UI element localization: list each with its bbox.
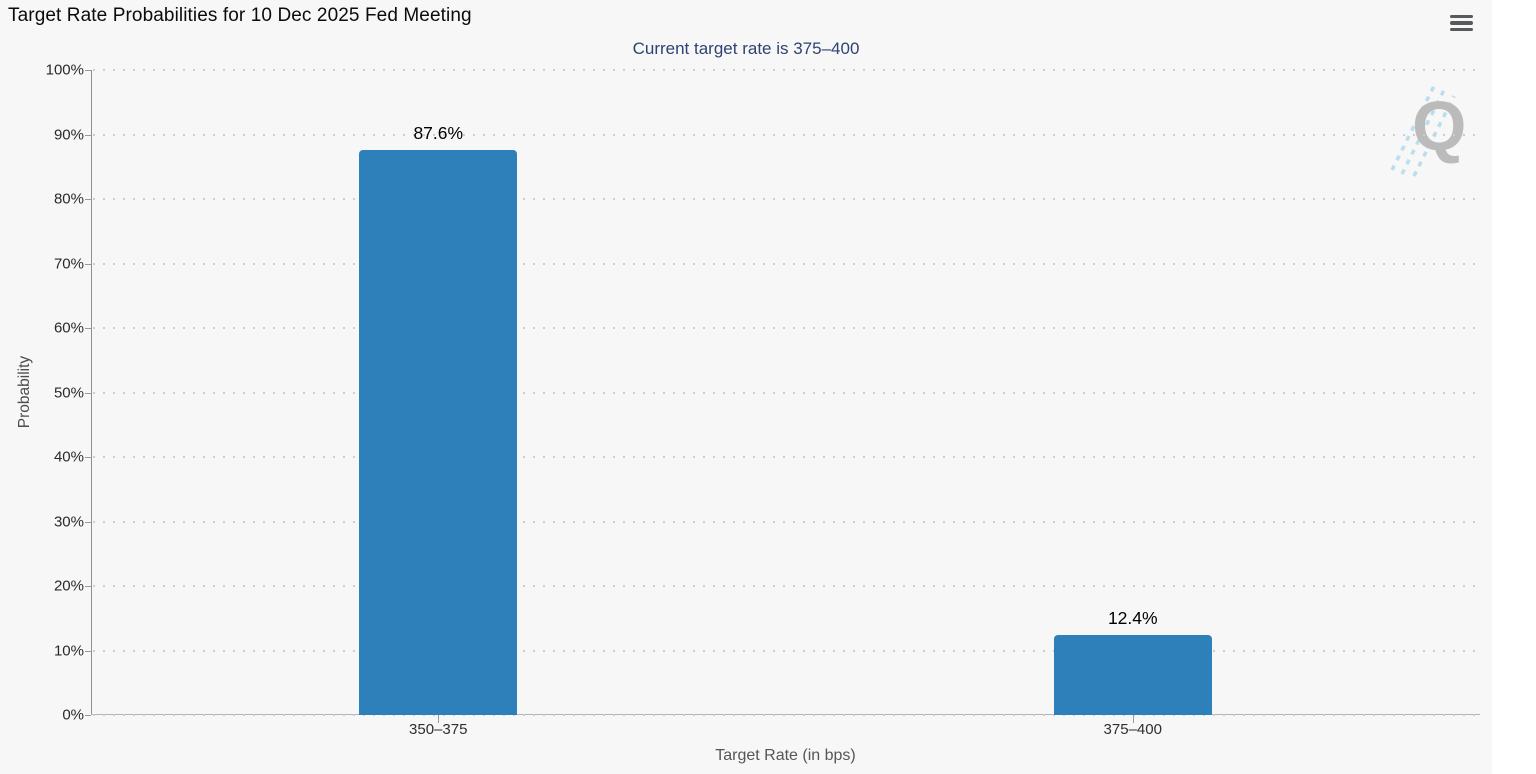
hamburger-icon bbox=[1450, 14, 1473, 19]
y-tick-label: 60% bbox=[53, 319, 84, 337]
gridline bbox=[93, 391, 1480, 394]
y-tick-label: 40% bbox=[53, 448, 84, 466]
gridline bbox=[93, 327, 1480, 329]
gridline bbox=[93, 198, 1480, 200]
y-tick-label: 50% bbox=[53, 384, 84, 401]
y-axis-line bbox=[91, 70, 92, 715]
y-tick-label: 0% bbox=[62, 706, 84, 724]
y-tick-label: 100% bbox=[45, 61, 84, 79]
gridline bbox=[93, 262, 1480, 265]
bar-value-label: 12.4% bbox=[1107, 608, 1158, 629]
y-axis-tick bbox=[85, 328, 91, 329]
chart-subtitle: Current target rate is 375–400 bbox=[632, 39, 860, 58]
plot-area: 0% 10% 20% 30% 40% 50% 60% 70% 80% 90% 100% 87.6% 35… bbox=[46, 62, 1480, 738]
bar-value-label: 87.6% bbox=[413, 122, 464, 143]
gridline bbox=[93, 133, 1480, 136]
y-tick-label: 20% bbox=[53, 577, 84, 595]
probability-bar-350–375[interactable] bbox=[359, 149, 518, 715]
x-axis-title: Target Rate (in bps) bbox=[715, 747, 856, 764]
y-axis-tick bbox=[85, 70, 91, 71]
y-axis-tick bbox=[85, 586, 91, 587]
gridline bbox=[93, 520, 1480, 523]
y-axis-tick bbox=[85, 715, 91, 716]
gridline bbox=[93, 714, 1480, 716]
x-axis-tick bbox=[1132, 715, 1134, 723]
hamburger-icon bbox=[1450, 21, 1473, 25]
gridline bbox=[93, 456, 1480, 458]
y-axis-tick bbox=[85, 263, 91, 265]
y-tick-label: 30% bbox=[53, 513, 84, 530]
y-tick-label: 70% bbox=[53, 255, 84, 272]
x-category-label: 350–375 bbox=[409, 721, 468, 738]
y-axis-tick bbox=[85, 521, 91, 523]
x-axis-tick bbox=[438, 715, 440, 723]
gridline bbox=[93, 69, 1480, 71]
x-category-label: 375–400 bbox=[1103, 721, 1162, 738]
chart-menu-button[interactable] bbox=[1447, 10, 1477, 36]
y-axis-tick bbox=[85, 199, 91, 200]
y-tick-label: 10% bbox=[53, 642, 84, 659]
gridline bbox=[93, 649, 1480, 652]
chart-title: Target Rate Probabilities for 10 Dec 202… bbox=[8, 5, 472, 26]
y-tick-label: 80% bbox=[53, 190, 84, 208]
right-margin bbox=[1492, 0, 1536, 774]
y-axis-tick bbox=[85, 134, 91, 136]
hamburger-icon bbox=[1450, 27, 1473, 32]
chart-surface: Target Rate Probabilities for 10 Dec 202… bbox=[8, 5, 1480, 764]
y-axis-tick bbox=[85, 392, 91, 394]
y-axis-tick bbox=[85, 650, 91, 652]
y-axis-tick bbox=[85, 457, 91, 458]
probability-bar-375–400[interactable] bbox=[1053, 635, 1212, 715]
y-tick-label: 90% bbox=[53, 126, 84, 143]
gridline bbox=[93, 585, 1480, 587]
